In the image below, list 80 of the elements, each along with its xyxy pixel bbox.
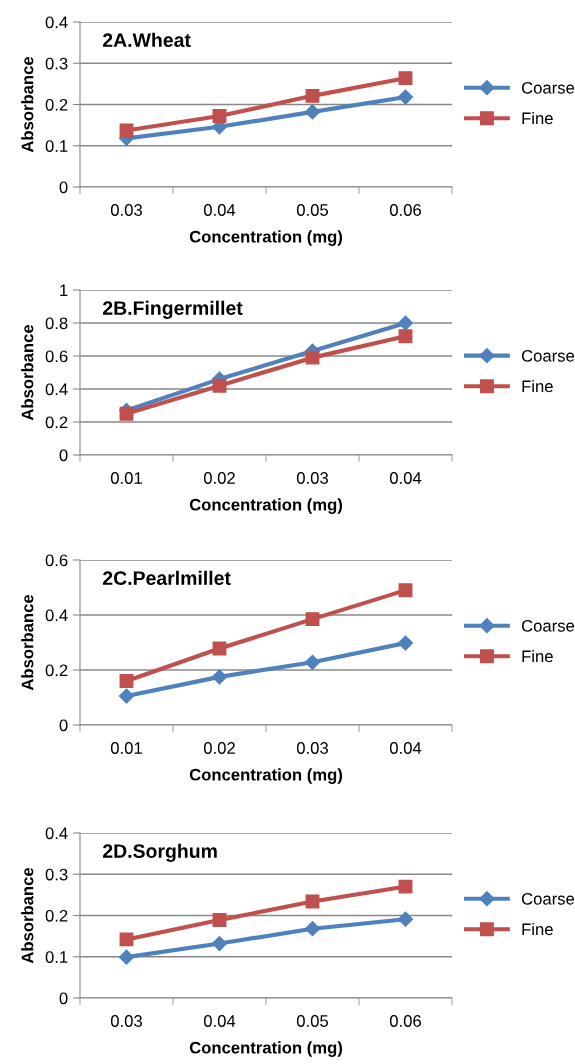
point <box>398 329 413 344</box>
y-tick-label: 0.2 <box>45 909 68 922</box>
x-tick-label: 0.01 <box>110 472 142 484</box>
x-axis-title: Concentration (mg) <box>189 498 343 514</box>
y-tick-label: 0.4 <box>45 609 68 622</box>
y-tick-label: 0.3 <box>45 868 68 881</box>
y-tick-label: 0.2 <box>45 98 68 111</box>
point <box>304 654 321 670</box>
x-tick-label: 0.04 <box>389 742 422 754</box>
x-tick-label: 0.05 <box>296 1015 329 1027</box>
chart-title: 2C.Pearlmillet <box>102 570 231 586</box>
legend-label: Fine <box>522 650 553 663</box>
x-tick-label: 0.03 <box>296 472 328 484</box>
legend-label: Coarse <box>521 349 575 362</box>
point <box>304 921 321 937</box>
x-tick-label: 0.03 <box>296 742 328 754</box>
y-tick-label: 0.4 <box>45 827 68 840</box>
point <box>305 350 320 365</box>
x-tick-label: 0.02 <box>203 742 235 754</box>
point <box>305 612 320 627</box>
point <box>397 911 414 927</box>
point <box>304 104 321 120</box>
y-axis-title: Absorbance <box>21 324 34 421</box>
point <box>211 935 228 952</box>
point <box>305 88 320 103</box>
x-tick-label: 0.03 <box>110 204 142 216</box>
y-axis-title: Absorbance <box>21 867 34 964</box>
x-tick-label: 0.04 <box>389 472 422 484</box>
point <box>118 688 135 704</box>
y-tick-label: 0 <box>59 181 68 194</box>
y-tick-label: 0 <box>59 449 68 462</box>
y-tick-label: 0.4 <box>45 16 68 29</box>
x-axis-title: Concentration (mg) <box>189 768 343 784</box>
y-tick-label: 0.3 <box>45 57 68 70</box>
x-tick-label: 0.05 <box>296 204 329 216</box>
point <box>397 315 414 331</box>
x-tick-label: 0.04 <box>203 1015 236 1027</box>
x-tick-label: 0.04 <box>203 204 236 216</box>
chart-title: 2A.Wheat <box>102 32 191 48</box>
y-tick-label: 0.4 <box>45 383 68 396</box>
point <box>211 669 228 685</box>
x-axis-title: Concentration (mg) <box>189 230 343 246</box>
x-tick-label: 0.03 <box>110 1015 142 1027</box>
text: 2D.Sorghum <box>102 843 217 862</box>
legend-label: Coarse <box>521 619 575 632</box>
point <box>212 378 227 393</box>
point <box>397 635 414 651</box>
point <box>398 879 413 894</box>
point <box>397 89 414 105</box>
legend-label: Coarse <box>521 892 575 905</box>
x-axis-title: Concentration (mg) <box>189 1041 343 1057</box>
y-tick-label: 1 <box>60 284 68 297</box>
point <box>212 913 227 927</box>
y-tick-label: 0.6 <box>45 554 68 567</box>
y-tick-label: 0.1 <box>45 951 68 963</box>
y-axis-title: Absorbance <box>21 594 34 691</box>
y-tick-label: 0.8 <box>45 317 68 330</box>
y-tick-label: 0.2 <box>45 416 68 429</box>
point <box>398 71 413 86</box>
y-tick-label: 0.2 <box>45 664 68 677</box>
point <box>118 949 135 965</box>
text: 2B.Fingermillet <box>102 300 243 319</box>
y-tick-label: 0 <box>59 992 68 1005</box>
legend-label: Fine <box>522 923 553 936</box>
y-tick-label: 0 <box>59 719 68 732</box>
y-tick-label: 0.6 <box>45 350 68 363</box>
y-axis-title: Absorbance <box>21 56 34 153</box>
x-tick-label: 0.06 <box>389 204 421 216</box>
y-tick-label: 0.1 <box>45 140 68 152</box>
point <box>119 932 134 947</box>
point <box>212 109 227 123</box>
legend-label: Fine <box>522 380 553 393</box>
point <box>119 406 134 421</box>
point <box>119 674 134 688</box>
legend-label: Fine <box>522 112 553 125</box>
x-tick-label: 0.01 <box>110 742 142 754</box>
point <box>398 583 413 598</box>
legend-label: Coarse <box>521 81 575 94</box>
x-tick-label: 0.02 <box>203 472 235 484</box>
x-tick-label: 0.06 <box>389 1015 421 1027</box>
